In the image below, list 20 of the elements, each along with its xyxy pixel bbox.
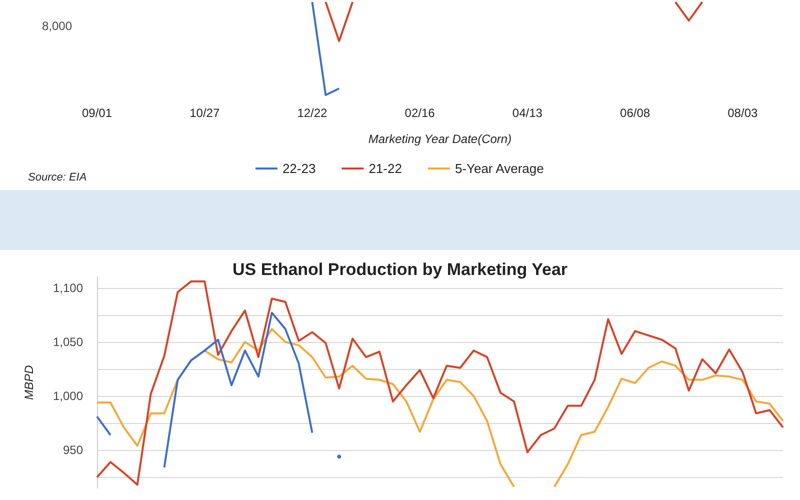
x-tick-label: 08/03 [728, 106, 758, 120]
y-tick-label: 1,050 [52, 334, 84, 349]
x-tick-label: 09/01 [82, 106, 112, 120]
x-tick-label: 06/08 [620, 106, 650, 120]
y-tick-label: 950 [62, 443, 84, 458]
y-axis-title: MBPD [22, 364, 36, 400]
text: 8,000 [42, 19, 72, 33]
chart-title: US Ethanol Production by Marketing Year [232, 260, 568, 279]
x-tick-label: 10/27 [190, 106, 220, 120]
x-tick-label: 12/22 [297, 106, 328, 120]
line-series [96, 280, 784, 486]
source-note: Source: EIA [28, 172, 87, 184]
y-tick-label: 1,100 [52, 280, 84, 295]
legend-label: 21-22 [368, 161, 402, 176]
legend-label: 5-Year Average [454, 161, 544, 176]
legend-label: 22-23 [282, 161, 316, 176]
y-tick-label: 1,000 [52, 389, 84, 404]
x-axis-title: Marketing Year Date(Corn) [368, 132, 512, 146]
x-tick-label: 02/16 [404, 106, 436, 120]
x-tick-label: 04/13 [512, 106, 543, 120]
